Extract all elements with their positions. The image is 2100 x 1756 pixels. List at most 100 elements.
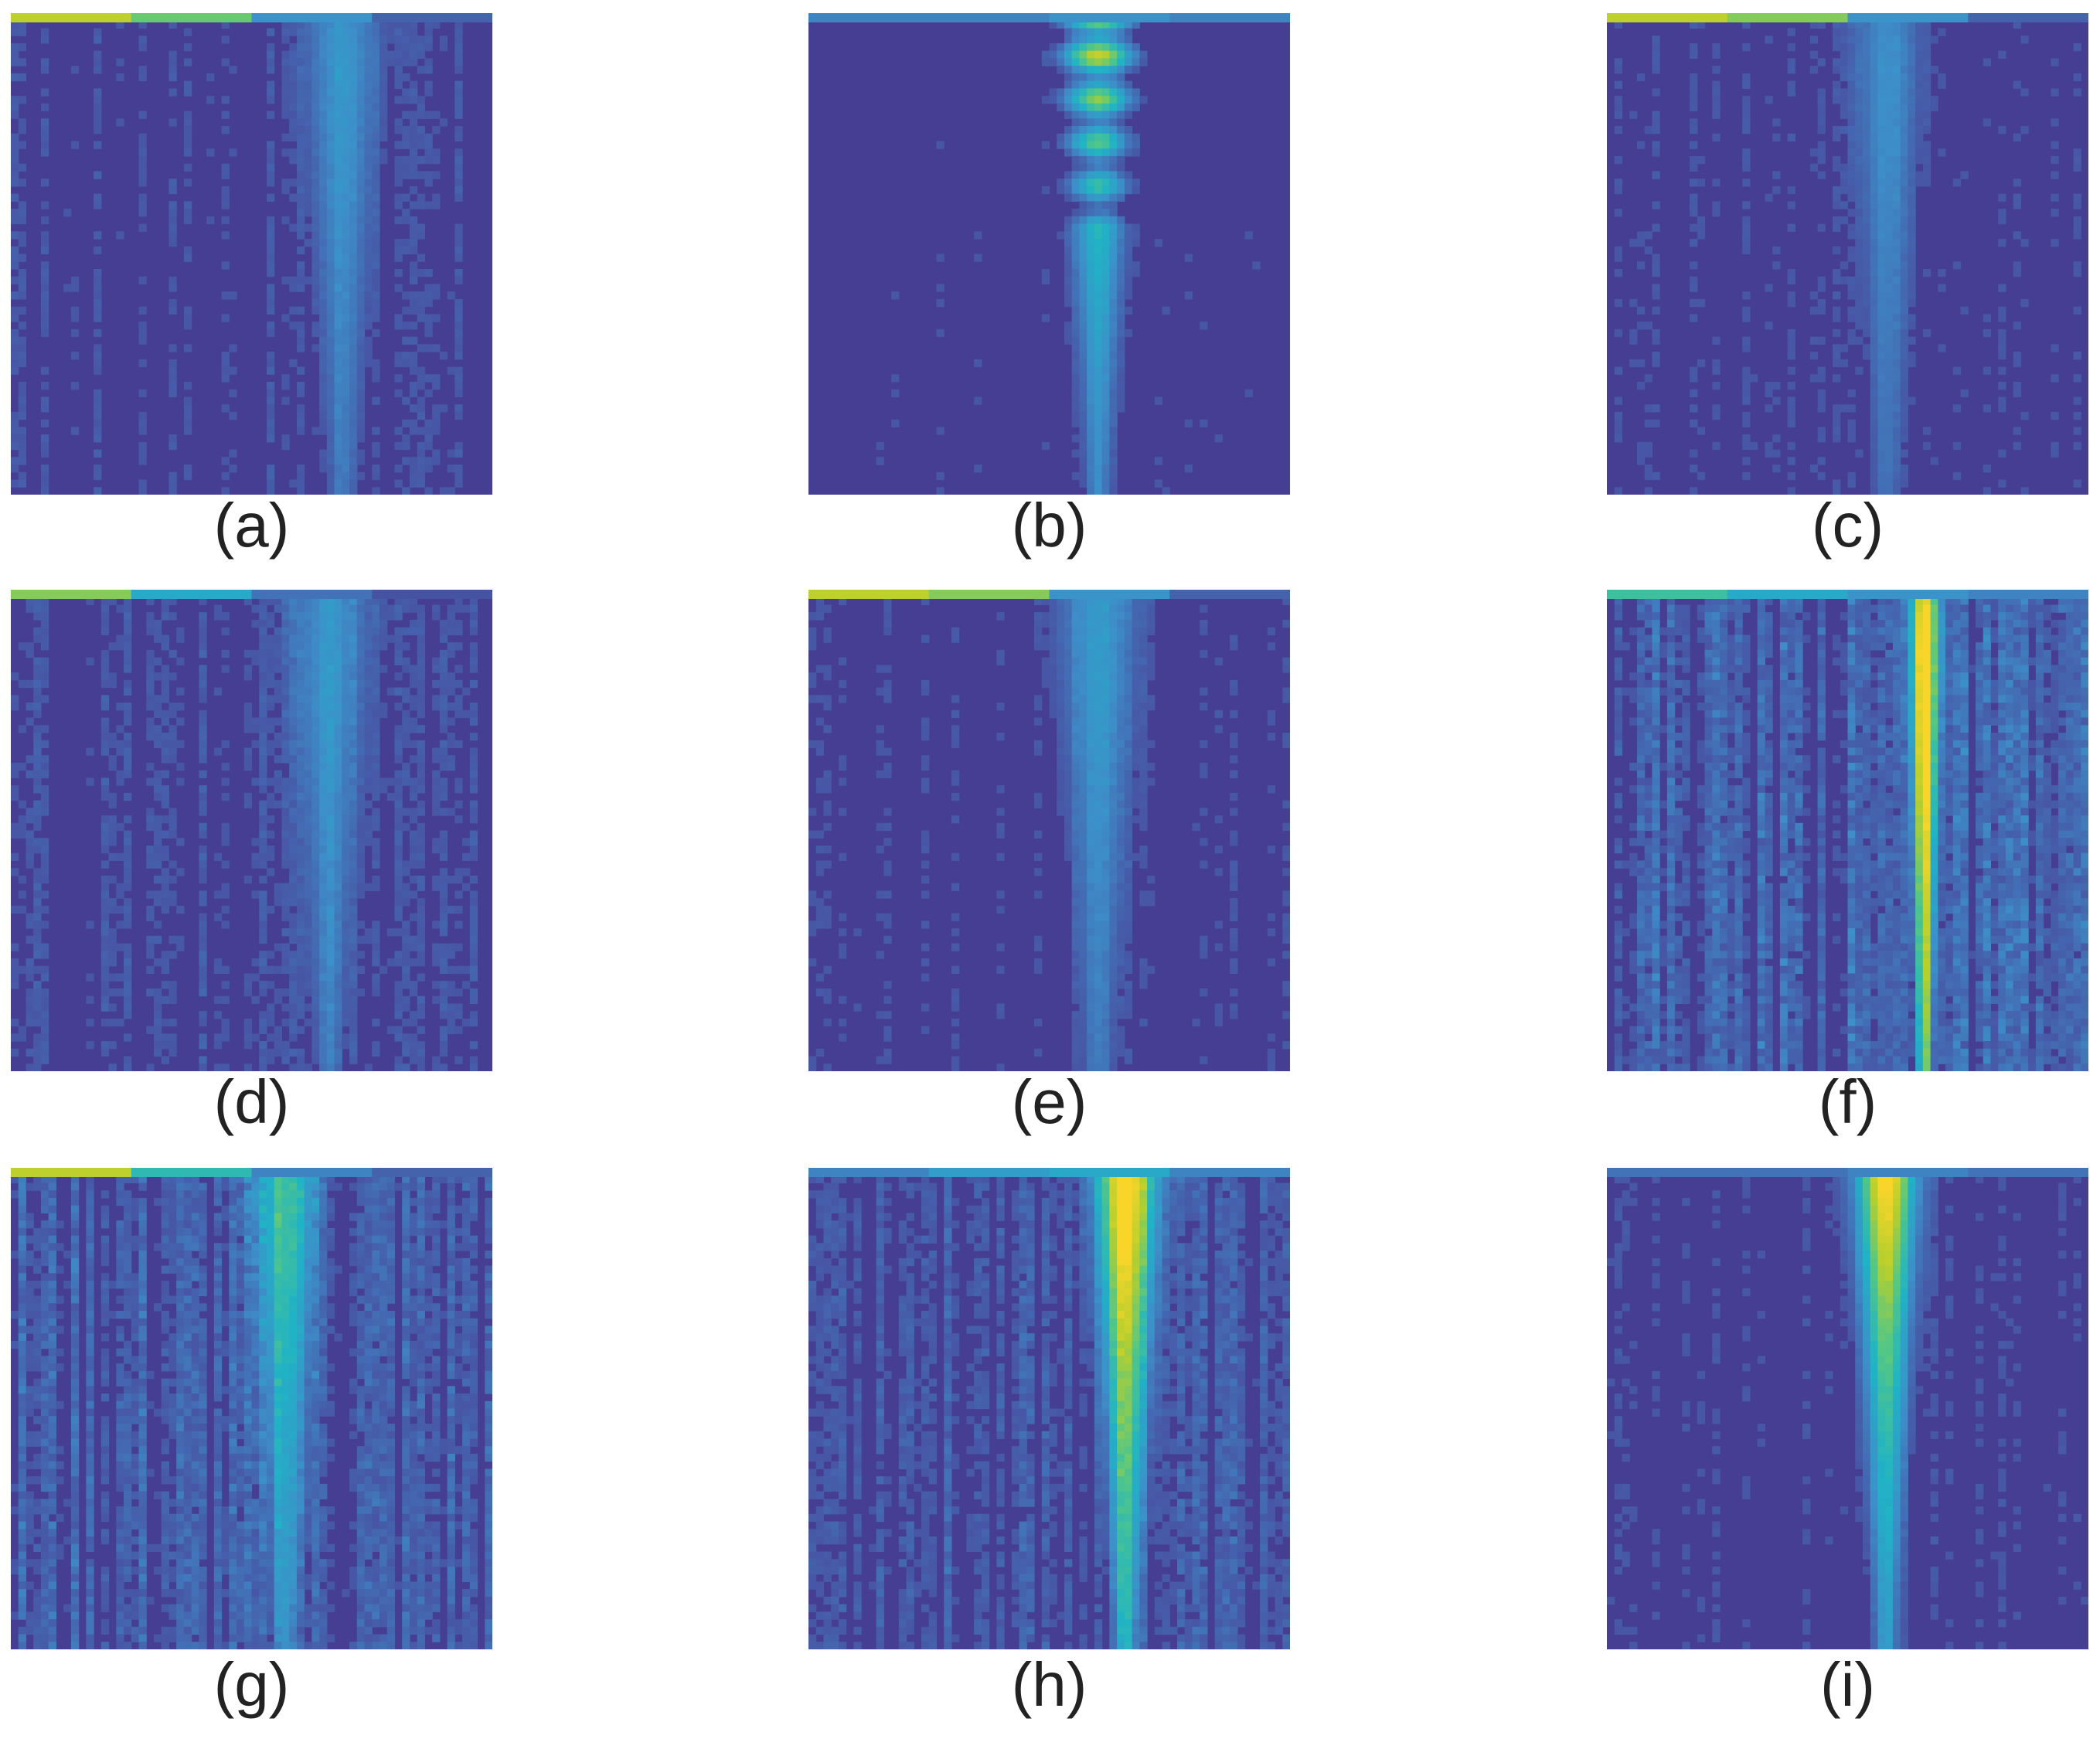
heatmap-cell — [94, 96, 102, 104]
heatmap-cell — [281, 725, 290, 733]
heatmap-cell — [379, 133, 388, 142]
heatmap-cell — [394, 284, 403, 292]
heatmap-cell — [1817, 374, 1826, 383]
heatmap-cell — [2073, 306, 2081, 315]
heatmap-cell — [168, 185, 177, 195]
top-edge-segment — [131, 13, 253, 22]
heatmap-cell — [1900, 179, 1908, 187]
heatmap-cell — [1877, 133, 1886, 142]
heatmap-cell — [168, 1033, 177, 1042]
heatmap-cell — [311, 890, 320, 899]
heatmap-cell — [447, 366, 455, 375]
heatmap-cell — [124, 1056, 132, 1064]
heatmap-cell — [1064, 322, 1073, 330]
heatmap-cell — [447, 1018, 455, 1027]
heatmap-cell — [409, 717, 418, 726]
heatmap-cell — [18, 441, 27, 451]
heatmap-cell — [266, 679, 275, 689]
heatmap-cell — [168, 389, 177, 398]
heatmap-cell — [33, 928, 42, 937]
heatmap-cell — [1712, 359, 1721, 368]
heatmap-cell — [462, 965, 471, 975]
heatmap-cell — [349, 73, 358, 82]
heatmap-cell — [1071, 254, 1081, 262]
heatmap-cell — [417, 1011, 425, 1019]
heatmap-cell — [326, 808, 335, 816]
heatmap-cell — [296, 1003, 305, 1012]
heatmap-cell — [18, 1026, 27, 1034]
heatmap-cell — [26, 913, 34, 921]
heatmap-cell — [296, 201, 305, 209]
heatmap-cell — [342, 322, 350, 330]
heatmap-cell — [40, 695, 49, 703]
heatmap-cell — [1877, 148, 1886, 157]
heatmap-cell — [1132, 66, 1140, 74]
heatmap-cell — [402, 133, 410, 142]
heatmap-cell — [1983, 465, 1992, 473]
heatmap-cell — [372, 193, 380, 202]
heatmap-cell — [153, 703, 162, 711]
heatmap-cell — [183, 246, 192, 255]
heatmap-cell — [372, 43, 380, 52]
heatmap-cell — [1922, 36, 1932, 44]
heatmap-cell — [40, 179, 49, 187]
heatmap-cell — [424, 441, 433, 451]
heatmap-cell — [274, 597, 283, 606]
heatmap-cell — [432, 427, 441, 435]
heatmap-cell — [334, 352, 342, 360]
heatmap-cell — [1139, 642, 1148, 651]
heatmap-cell — [409, 185, 418, 195]
heatmap-cell — [326, 185, 335, 195]
heatmap-cell — [304, 965, 312, 975]
heatmap-cell — [1915, 111, 1924, 119]
heatmap-cell — [311, 815, 320, 824]
heatmap-cell — [1908, 284, 1916, 292]
heatmap-cell — [1862, 193, 1871, 202]
heatmap-cell — [326, 328, 335, 338]
heatmap-cell — [356, 43, 366, 52]
heatmap-cell — [213, 747, 223, 756]
heatmap-cell — [1101, 133, 1110, 142]
heatmap-cell — [349, 800, 358, 808]
heatmap-cell — [1101, 268, 1110, 277]
heatmap-cell — [1200, 619, 1208, 628]
heatmap-cell — [296, 268, 305, 277]
heatmap-cell — [454, 133, 463, 142]
heatmap-cell — [259, 965, 267, 975]
heatmap-cell — [1200, 322, 1208, 330]
heatmap-cell — [394, 254, 403, 262]
heatmap-cell — [462, 883, 471, 891]
heatmap-cell — [1079, 389, 1087, 398]
heatmap-cell — [146, 815, 155, 824]
heatmap-cell — [274, 1033, 283, 1042]
heatmap-cell — [921, 679, 930, 689]
heatmap-cell — [161, 612, 170, 621]
heatmap-cell — [1840, 66, 1849, 74]
heatmap-cell — [1930, 96, 1938, 104]
heatmap-cell — [161, 695, 170, 703]
heatmap-cell — [1833, 185, 1841, 195]
heatmap-cell — [116, 73, 124, 82]
heatmap-cell — [108, 597, 117, 606]
heatmap-cell — [326, 612, 335, 621]
heatmap-cell — [417, 852, 425, 862]
heatmap-cell — [469, 800, 478, 808]
heatmap-cell — [326, 171, 335, 179]
heatmap-cell — [326, 725, 335, 733]
heatmap-cell — [168, 231, 177, 240]
heatmap-cell — [462, 852, 471, 862]
heatmap-cell — [409, 163, 418, 172]
heatmap-cell — [1765, 404, 1773, 413]
heatmap-cell — [296, 822, 305, 832]
heatmap-cell — [1915, 66, 1924, 74]
heatmap-cell — [1892, 118, 1901, 127]
heatmap-cell — [1862, 58, 1871, 66]
heatmap-cell — [183, 201, 192, 209]
heatmap-cell — [138, 322, 147, 330]
heatmap-cell — [1712, 111, 1721, 119]
heatmap-cell — [1840, 359, 1849, 368]
heatmap-cell — [454, 43, 463, 52]
heatmap-cell — [1900, 171, 1908, 179]
heatmap-cell — [469, 973, 478, 982]
heatmap-cell — [1870, 336, 1879, 345]
